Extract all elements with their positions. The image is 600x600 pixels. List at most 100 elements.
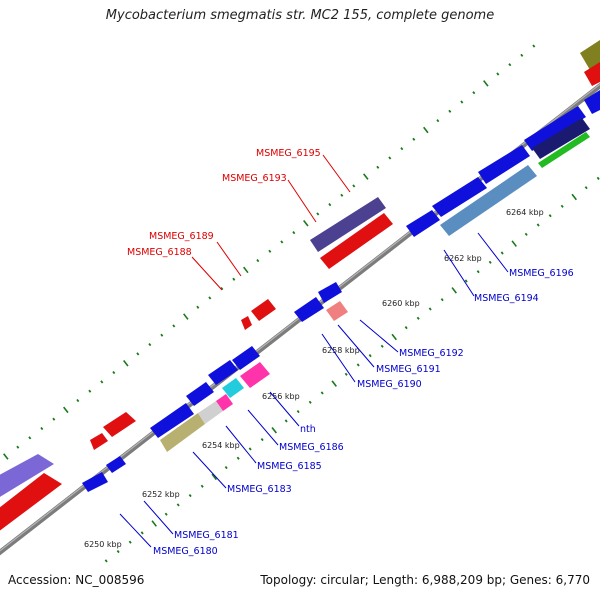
scale-tick: [28, 436, 32, 440]
scale-ticks: [3, 44, 600, 563]
gene-arrow: [318, 282, 342, 303]
scale-tick: [256, 259, 260, 263]
scale-tick: [488, 260, 492, 264]
gene-arrow: [222, 378, 244, 398]
forward-gene-labels: MSMEG_6188 MSMEG_6189 MSMEG_6193 MSMEG_6…: [127, 148, 321, 258]
leader-line: [269, 391, 300, 427]
kbp-label: 6254 kbp: [202, 441, 240, 450]
scale-tick: [292, 231, 296, 235]
scale-tick: [571, 193, 577, 201]
gene-label: MSMEG_6191: [376, 364, 441, 375]
gene-arrow: [432, 177, 487, 217]
scale-tick: [380, 344, 384, 348]
gene-arrow: [240, 362, 270, 388]
scale-tick: [596, 176, 600, 180]
scale-tick: [243, 266, 249, 274]
scale-tick: [112, 370, 116, 375]
scale-tick: [200, 484, 204, 488]
scale-tick: [464, 279, 468, 283]
scale-tick: [416, 316, 420, 320]
gene-label: MSMEG_6190: [357, 379, 422, 390]
kbp-label: 6260 kbp: [382, 299, 420, 308]
leader-line: [477, 232, 509, 273]
gene-label: MSMEG_6196: [509, 268, 574, 279]
gene-label: MSMEG_6183: [227, 484, 292, 495]
gene-arrow: [310, 197, 386, 252]
gene-arrow: [580, 40, 600, 70]
leader-line: [287, 179, 317, 223]
gene-label: MSMEG_6180: [153, 546, 218, 557]
scale-tick: [511, 240, 517, 247]
scale-tick: [188, 493, 192, 498]
scale-tick: [483, 80, 489, 87]
scale-tick: [436, 119, 440, 123]
gene-arrow: [106, 456, 126, 473]
scale-tick: [140, 531, 144, 535]
scale-tick: [536, 223, 540, 227]
scale-tick: [500, 251, 504, 255]
gene-label: MSMEG_6193: [222, 173, 287, 184]
scale-tick: [136, 352, 140, 356]
gene-arrow: [241, 316, 252, 330]
leader-line: [119, 513, 152, 548]
gene-label: MSMEG_6185: [257, 461, 322, 472]
gene-arrow: [532, 118, 590, 159]
gene-arrow: [82, 472, 108, 492]
scale-tick: [320, 391, 324, 395]
scale-tick: [308, 400, 312, 404]
scale-tick: [388, 156, 392, 160]
scale-tick: [268, 249, 272, 253]
scale-tick: [363, 173, 369, 180]
kbp-label: 6264 kbp: [506, 208, 544, 217]
scale-tick: [448, 109, 452, 113]
kbp-label: 6258 kbp: [322, 346, 360, 355]
gene-arrow: [232, 346, 260, 370]
forward-features: [0, 40, 600, 531]
scale-tick: [344, 372, 348, 376]
scale-tick: [220, 287, 224, 291]
scale-tick: [280, 240, 284, 244]
gene-arrow: [0, 473, 62, 531]
gene-arrow: [103, 412, 136, 437]
scale-tick: [472, 91, 476, 95]
scale-tick: [148, 342, 152, 347]
scale-tick: [524, 232, 528, 236]
gene-arrow: [584, 90, 600, 114]
scale-tick: [151, 520, 157, 527]
gene-arrow: [440, 165, 537, 236]
leader-line: [225, 425, 257, 464]
gene-arrow: [326, 301, 348, 321]
gene-arrow: [150, 403, 194, 438]
scale-tick: [224, 465, 228, 470]
scale-tick: [196, 305, 200, 309]
gene-label: MSMEG_6195: [256, 148, 321, 159]
scale-tick: [404, 326, 408, 330]
scale-tick: [88, 389, 92, 393]
leader-line: [321, 333, 356, 383]
leader-line: [337, 324, 375, 368]
scale-tick: [40, 426, 44, 431]
scale-tick: [271, 427, 277, 434]
scale-tick: [284, 419, 288, 423]
scale-tick: [356, 363, 360, 367]
leader-line: [143, 500, 174, 535]
gene-arrow: [208, 360, 238, 385]
scale-tick: [423, 126, 429, 134]
label-leaders-reverse: [119, 232, 509, 548]
scale-tick: [368, 354, 372, 358]
gene-label: MSMEG_6181: [174, 530, 239, 541]
scale-tick: [104, 559, 108, 563]
gene-arrow: [524, 106, 586, 151]
gene-label: MSMEG_6186: [279, 442, 344, 453]
scale-tick: [176, 503, 180, 507]
scale-tick: [520, 53, 524, 57]
scale-tick: [52, 417, 56, 421]
scale-tick: [211, 473, 217, 481]
scale-tick: [63, 406, 69, 414]
kbp-label: 6256 kbp: [262, 392, 300, 401]
gene-arrow: [198, 401, 223, 424]
leader-line: [216, 241, 242, 277]
scale-tick: [476, 270, 480, 274]
